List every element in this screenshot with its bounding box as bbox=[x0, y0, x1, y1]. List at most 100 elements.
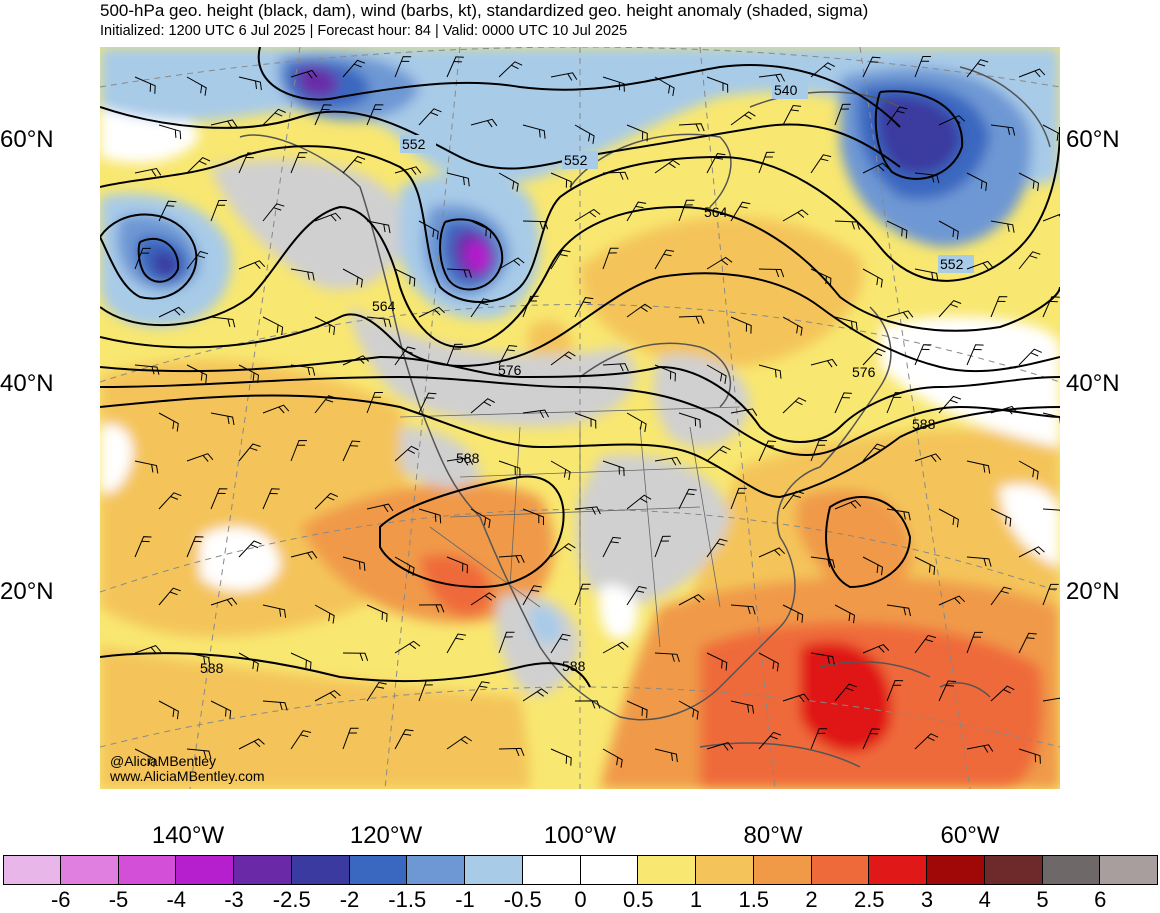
colorbar-tick-label: -4 bbox=[166, 887, 187, 912]
wind-barb bbox=[1042, 124, 1060, 141]
wind-barb bbox=[654, 456, 682, 466]
lon-label: 140°W bbox=[151, 822, 225, 849]
colorbar-cell bbox=[753, 855, 812, 885]
colorbar-cell bbox=[869, 855, 927, 885]
wind-barb bbox=[394, 729, 414, 750]
wind-barb bbox=[470, 118, 498, 128]
wind-barb bbox=[758, 73, 786, 83]
wind-barb bbox=[522, 409, 550, 419]
graticule-lines bbox=[100, 47, 1060, 789]
wind-barb bbox=[678, 488, 697, 510]
wind-barb bbox=[706, 652, 728, 671]
wind-barb bbox=[758, 151, 775, 174]
wind-barb bbox=[626, 201, 647, 222]
wind-barb bbox=[602, 363, 629, 372]
wind-barb bbox=[210, 700, 232, 719]
wind-barb bbox=[758, 652, 779, 672]
wind-barb bbox=[134, 167, 162, 177]
wind-barb bbox=[366, 316, 392, 328]
wind-barb bbox=[678, 199, 695, 222]
colorbar bbox=[3, 855, 1158, 885]
wind-barb bbox=[730, 487, 747, 510]
wind-barb bbox=[262, 108, 286, 126]
wind-barb bbox=[210, 200, 227, 222]
wind-barbs bbox=[134, 56, 1060, 768]
wind-barb bbox=[966, 631, 983, 654]
wind-barb bbox=[522, 295, 539, 318]
wind-barb bbox=[446, 633, 466, 654]
lat-label-left: 20°N bbox=[0, 578, 54, 605]
wind-barb bbox=[446, 735, 472, 750]
colorbar-cell bbox=[60, 855, 119, 885]
wind-barb bbox=[914, 172, 940, 184]
wind-barb bbox=[914, 556, 936, 575]
wind-barb bbox=[626, 494, 652, 510]
wind-barb bbox=[862, 268, 883, 288]
wind-barb bbox=[574, 208, 601, 222]
wind-barb bbox=[550, 249, 571, 270]
colorbar-cell bbox=[522, 855, 581, 885]
colorbar-tick-label: -2.5 bbox=[272, 887, 311, 912]
wind-barb bbox=[134, 364, 160, 375]
coastlines bbox=[239, 66, 1051, 768]
wind-barb bbox=[574, 412, 597, 429]
wind-barb bbox=[186, 364, 208, 383]
wind-barb bbox=[522, 688, 549, 702]
wind-barb bbox=[446, 172, 470, 187]
wind-barb bbox=[186, 453, 214, 462]
lon-label: 120°W bbox=[349, 822, 423, 849]
wind-barb bbox=[186, 536, 204, 558]
wind-barb bbox=[966, 344, 984, 366]
wind-barb bbox=[262, 604, 287, 618]
wind-barb bbox=[314, 212, 342, 222]
colorbar-cell bbox=[407, 855, 465, 885]
wind-barb bbox=[782, 693, 810, 703]
contour-label: 588 bbox=[912, 416, 936, 432]
wind-barb bbox=[1018, 348, 1042, 366]
wind-barb bbox=[366, 681, 387, 702]
wind-barb bbox=[158, 306, 185, 318]
wind-barb bbox=[886, 508, 911, 521]
wind-barb bbox=[862, 728, 880, 750]
wind-barb bbox=[394, 166, 422, 175]
wind-barb bbox=[134, 460, 159, 474]
colorbar-tick-label: 5 bbox=[1036, 887, 1049, 912]
wind-barb bbox=[678, 593, 705, 606]
colorbar-frame bbox=[3, 855, 1158, 885]
wind-barb bbox=[730, 316, 752, 334]
wind-barb bbox=[186, 652, 211, 666]
wind-barb bbox=[938, 595, 966, 606]
wind-barb bbox=[238, 652, 259, 672]
wind-barb bbox=[498, 172, 519, 192]
wind-barb bbox=[886, 679, 904, 702]
wind-barb bbox=[654, 652, 680, 663]
wind-barb bbox=[186, 157, 211, 174]
wind-barb bbox=[678, 412, 701, 428]
wind-barb bbox=[810, 154, 832, 174]
wind-barb bbox=[626, 303, 652, 318]
contour-label: 576 bbox=[852, 364, 876, 380]
wind-barb bbox=[990, 508, 1012, 527]
wind-barb bbox=[418, 392, 437, 414]
wind-barb bbox=[730, 111, 756, 126]
colorbar-tick-label: -5 bbox=[108, 887, 129, 912]
wind-barb bbox=[834, 499, 862, 510]
wind-barb bbox=[238, 260, 266, 270]
wind-barb bbox=[418, 604, 445, 613]
wind-barb bbox=[758, 440, 777, 462]
wind-barb bbox=[730, 201, 751, 222]
wind-barb bbox=[654, 76, 675, 96]
colorbar-tick-label: 0 bbox=[574, 887, 587, 912]
wind-barb bbox=[1018, 68, 1046, 78]
wind-barb bbox=[238, 76, 262, 91]
wind-barb bbox=[706, 76, 729, 93]
wind-barb bbox=[186, 76, 207, 96]
wind-barb bbox=[654, 249, 675, 270]
wind-barb bbox=[498, 631, 515, 654]
lon-label: 100°W bbox=[543, 822, 617, 849]
wind-barb bbox=[470, 398, 495, 414]
wind-barb bbox=[602, 247, 619, 270]
wind-barb bbox=[394, 640, 421, 654]
wind-barb bbox=[134, 536, 152, 558]
wind-barb bbox=[314, 604, 335, 624]
